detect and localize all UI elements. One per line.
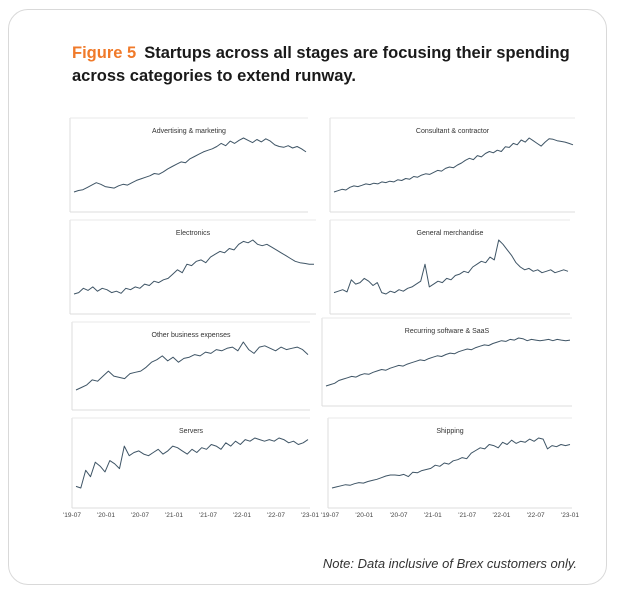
x-tick-label: '21-01 bbox=[165, 512, 183, 519]
panel-title-servers: Servers bbox=[179, 428, 204, 435]
panel-title-advertising-marketing: Advertising & marketing bbox=[152, 128, 226, 135]
x-tick-label: '22-01 bbox=[233, 512, 251, 519]
figure-title-text: Startups across all stages are focusing … bbox=[72, 44, 570, 85]
series-line-servers bbox=[75, 437, 309, 489]
series-line-recurring-software-saas bbox=[325, 337, 571, 387]
series-line-general-merchandise bbox=[333, 239, 569, 295]
figure-title: Figure 5 Startups across all stages are f… bbox=[72, 42, 582, 88]
series-line-electronics bbox=[73, 239, 314, 295]
panel-title-general-merchandise: General merchandise bbox=[417, 230, 484, 237]
x-tick-label: '22-01 bbox=[492, 512, 510, 519]
series-line-shipping bbox=[331, 437, 571, 489]
x-tick-label: '21-07 bbox=[458, 512, 476, 519]
figure-label: Figure 5 bbox=[72, 44, 137, 62]
series-line-consultant-contractor bbox=[333, 137, 574, 193]
panel-title-shipping: Shipping bbox=[436, 428, 463, 435]
x-tick-label: '22-07 bbox=[527, 512, 545, 519]
figure-card bbox=[8, 9, 607, 585]
panel-title-other-business-expenses: Other business expenses bbox=[152, 332, 231, 339]
x-tick-label: '20-01 bbox=[355, 512, 373, 519]
x-tick-label: '20-01 bbox=[97, 512, 115, 519]
x-tick-label: '21-07 bbox=[199, 512, 217, 519]
x-tick-label: '19-07 bbox=[63, 512, 81, 519]
x-tick-label: '20-07 bbox=[390, 512, 408, 519]
series-line-advertising-marketing bbox=[73, 137, 307, 193]
x-tick-label: '22-07 bbox=[267, 512, 285, 519]
x-tick-label: '20-07 bbox=[131, 512, 149, 519]
x-tick-label: '23-01 bbox=[561, 512, 579, 519]
panel-title-electronics: Electronics bbox=[176, 230, 211, 237]
x-tick-label: '21-01 bbox=[424, 512, 442, 519]
panel-title-consultant-contractor: Consultant & contractor bbox=[416, 128, 490, 135]
panel-title-recurring-software-saas: Recurring software & SaaS bbox=[405, 328, 490, 335]
series-line-other-business-expenses bbox=[75, 341, 309, 391]
footnote: Note: Data inclusive of Brex customers o… bbox=[322, 556, 577, 571]
x-tick-label: '23-01 bbox=[301, 512, 319, 519]
x-tick-label: '19-07 bbox=[321, 512, 339, 519]
